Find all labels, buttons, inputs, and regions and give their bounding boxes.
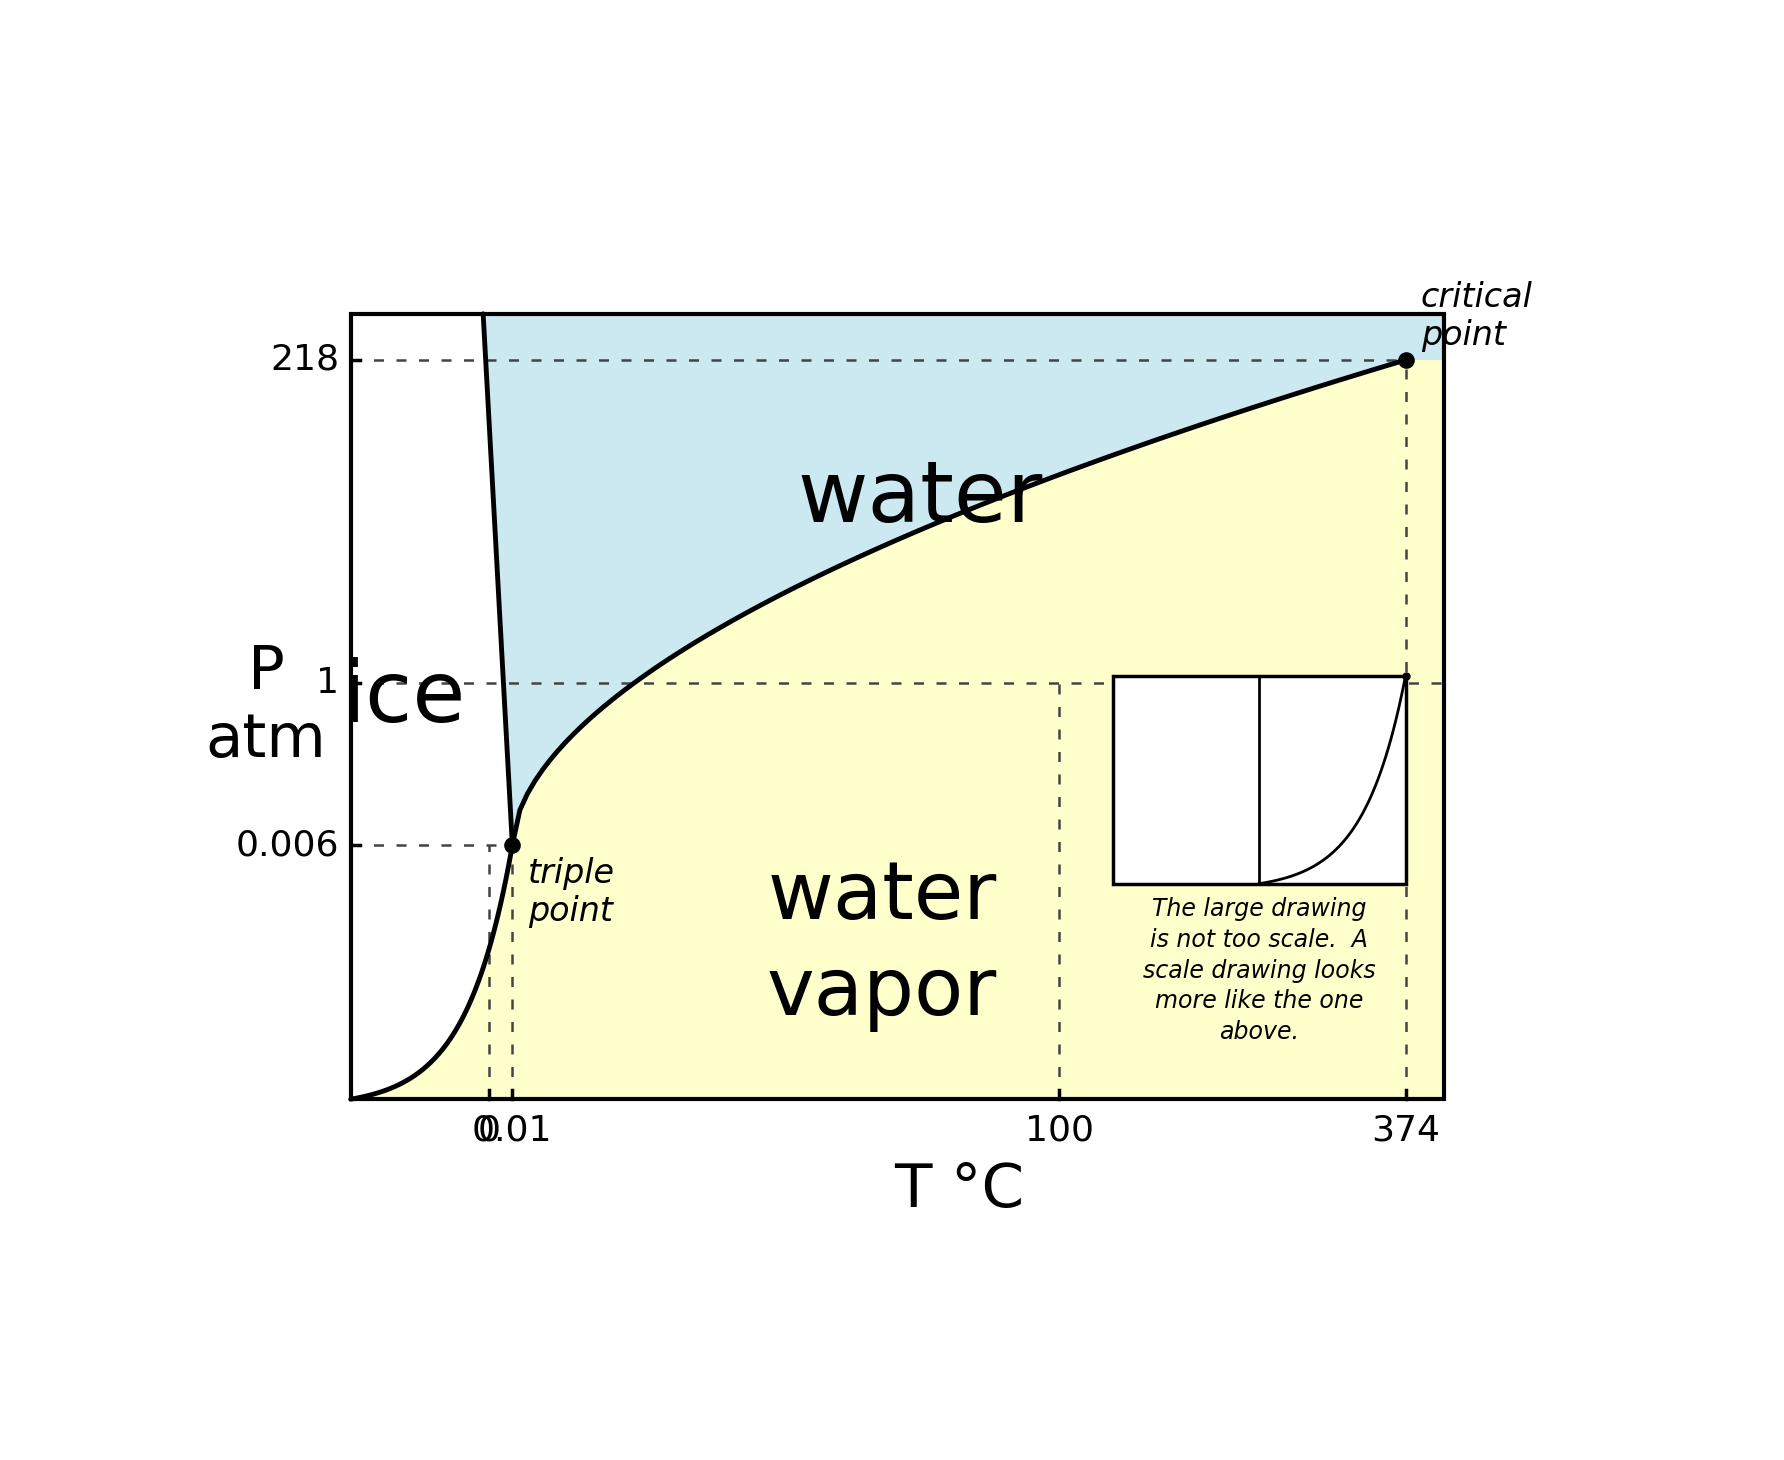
Text: water: water xyxy=(797,457,1044,540)
Text: critical
point: critical point xyxy=(1422,282,1532,352)
Bar xyxy=(351,314,1443,1099)
Text: T °C: T °C xyxy=(894,1161,1024,1219)
Text: 0: 0 xyxy=(478,1113,501,1148)
Text: P
atm: P atm xyxy=(205,642,326,769)
Text: 100: 100 xyxy=(1024,1113,1094,1148)
Text: water
vapor: water vapor xyxy=(767,858,997,1032)
Polygon shape xyxy=(351,314,512,1099)
Point xyxy=(1392,349,1420,372)
Text: 0.01: 0.01 xyxy=(473,1113,553,1148)
Text: 218: 218 xyxy=(269,343,339,377)
Point xyxy=(1392,664,1420,688)
Point xyxy=(498,834,526,857)
Text: ice: ice xyxy=(343,657,467,740)
Bar xyxy=(1113,676,1406,883)
Text: 0.006: 0.006 xyxy=(235,828,339,861)
Polygon shape xyxy=(351,361,1443,1099)
Text: 374: 374 xyxy=(1372,1113,1440,1148)
Text: The large drawing
is not too scale.  A
scale drawing looks
more like the one
abo: The large drawing is not too scale. A sc… xyxy=(1144,898,1375,1044)
Polygon shape xyxy=(483,314,1443,845)
Text: 1: 1 xyxy=(316,666,339,701)
Text: triple
point: triple point xyxy=(528,857,615,929)
